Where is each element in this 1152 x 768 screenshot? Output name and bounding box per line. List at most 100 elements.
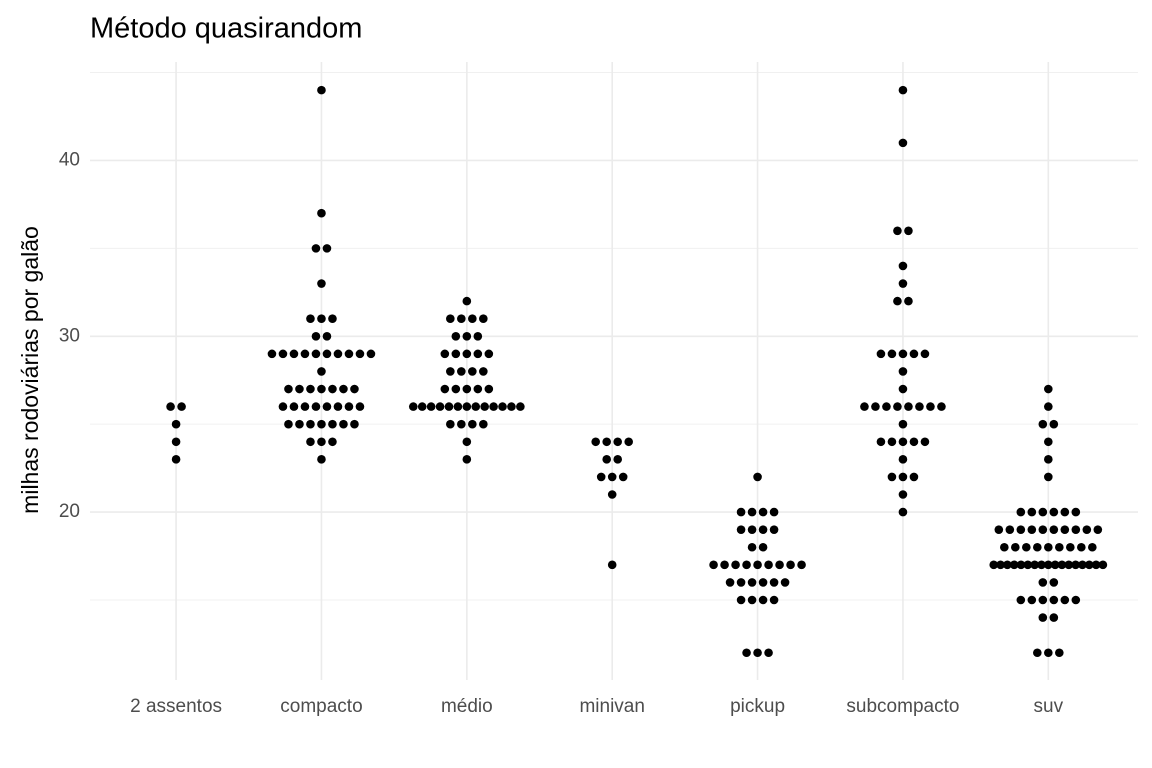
point	[479, 367, 488, 376]
point	[468, 419, 477, 429]
point	[1044, 648, 1053, 658]
point	[1088, 542, 1097, 552]
point	[898, 384, 908, 394]
point	[898, 349, 908, 359]
point	[1084, 560, 1094, 570]
point	[602, 455, 611, 464]
point	[1049, 525, 1059, 534]
point	[1066, 542, 1075, 552]
point	[753, 648, 762, 658]
x-tick-label: 2 assentos	[130, 696, 222, 717]
point	[1000, 542, 1009, 552]
point	[613, 455, 622, 464]
point	[747, 507, 757, 517]
point	[322, 244, 332, 253]
point	[344, 349, 354, 359]
point	[355, 402, 365, 411]
point	[1011, 542, 1020, 552]
point	[480, 402, 489, 411]
point	[317, 455, 326, 464]
point	[300, 349, 310, 359]
point	[780, 578, 790, 587]
point	[1044, 384, 1053, 394]
point	[171, 419, 181, 429]
point	[333, 349, 343, 359]
point	[1038, 525, 1048, 534]
point	[417, 402, 427, 411]
point	[1057, 560, 1067, 570]
point	[893, 296, 902, 306]
point	[1044, 437, 1053, 447]
point	[355, 349, 365, 359]
point	[446, 314, 455, 323]
point	[1098, 560, 1108, 570]
point	[457, 367, 466, 376]
point	[920, 349, 930, 359]
point	[306, 419, 315, 429]
y-axis-label: milhas rodoviárias por galão	[17, 226, 43, 514]
point	[898, 279, 908, 288]
point	[306, 314, 315, 323]
point	[333, 402, 343, 411]
point	[742, 648, 751, 658]
chart-title: Método quasirandom	[90, 13, 362, 45]
point	[435, 402, 445, 411]
point	[1023, 560, 1033, 570]
point	[1050, 560, 1060, 570]
point	[457, 314, 466, 323]
point	[289, 349, 299, 359]
point	[893, 402, 902, 411]
point	[440, 384, 450, 394]
point	[904, 402, 913, 411]
point	[797, 560, 806, 570]
point	[920, 437, 930, 447]
point	[769, 578, 779, 587]
point	[344, 402, 354, 411]
point	[736, 507, 746, 517]
point	[484, 384, 494, 394]
point	[1016, 595, 1026, 605]
point	[317, 437, 326, 447]
point	[171, 455, 181, 464]
point	[898, 455, 908, 464]
point	[893, 226, 902, 236]
point	[408, 402, 418, 411]
point	[758, 507, 768, 517]
x-tick-label: subcompacto	[846, 696, 959, 717]
point	[758, 542, 768, 552]
point	[350, 419, 359, 429]
point	[769, 507, 779, 517]
point	[1038, 578, 1048, 587]
point	[904, 226, 913, 236]
point	[1082, 525, 1092, 534]
point	[769, 525, 779, 534]
point	[284, 384, 293, 394]
point	[1071, 595, 1081, 605]
point	[887, 349, 897, 359]
point	[618, 472, 628, 482]
point	[909, 437, 919, 447]
point	[876, 349, 886, 359]
point	[909, 472, 919, 482]
point	[753, 560, 762, 570]
point	[758, 578, 768, 587]
point	[328, 437, 337, 447]
point	[1078, 560, 1087, 570]
point	[1030, 560, 1039, 570]
point	[876, 437, 886, 447]
point	[1005, 525, 1015, 534]
point	[295, 419, 304, 429]
point	[339, 419, 348, 429]
point	[311, 331, 321, 341]
point	[1049, 419, 1059, 429]
point	[904, 296, 913, 306]
point	[426, 402, 436, 411]
point	[1093, 525, 1103, 534]
point	[1003, 560, 1012, 570]
point	[446, 419, 455, 429]
point	[1071, 507, 1081, 517]
point	[311, 349, 321, 359]
point	[278, 402, 288, 411]
point	[736, 578, 746, 587]
